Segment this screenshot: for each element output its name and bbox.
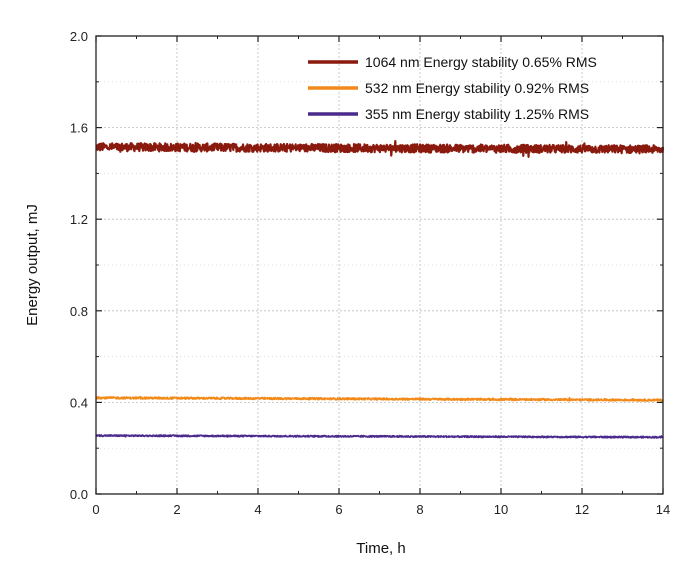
y-tick-label: 1.6 [70, 121, 88, 136]
y-tick-label: 0.8 [70, 304, 88, 319]
y-axis-title: Energy output, mJ [24, 204, 41, 326]
x-tick-label: 10 [494, 502, 508, 517]
legend: 1064 nm Energy stability 0.65% RMS 532 n… [308, 54, 597, 122]
x-tick-label: 12 [575, 502, 589, 517]
y-tick-label: 0.4 [70, 395, 88, 410]
legend-label-355nm: 355 nm Energy stability 1.25% RMS [365, 106, 589, 122]
tick-labels: 0 2 4 6 8 10 12 14 0.0 0.4 0.8 1.2 1.6 2.0 [70, 29, 670, 517]
x-tick-label: 14 [656, 502, 670, 517]
series-line-1 [95, 395, 664, 402]
x-tick-label: 2 [173, 502, 180, 517]
series-group [95, 139, 665, 439]
series-line-0 [95, 139, 665, 158]
x-tick-label: 8 [416, 502, 423, 517]
tick-marks [95, 35, 664, 495]
y-tick-label: 1.2 [70, 212, 88, 227]
y-tick-label: 2.0 [70, 29, 88, 44]
x-axis-title: Time, h [356, 540, 405, 557]
x-tick-label: 0 [92, 502, 99, 517]
series-line-2 [95, 434, 664, 439]
legend-label-532nm: 532 nm Energy stability 0.92% RMS [365, 80, 589, 96]
x-tick-label: 4 [254, 502, 261, 517]
x-tick-label: 6 [335, 502, 342, 517]
y-tick-label: 0.0 [70, 487, 88, 502]
legend-label-1064nm: 1064 nm Energy stability 0.65% RMS [365, 54, 597, 70]
